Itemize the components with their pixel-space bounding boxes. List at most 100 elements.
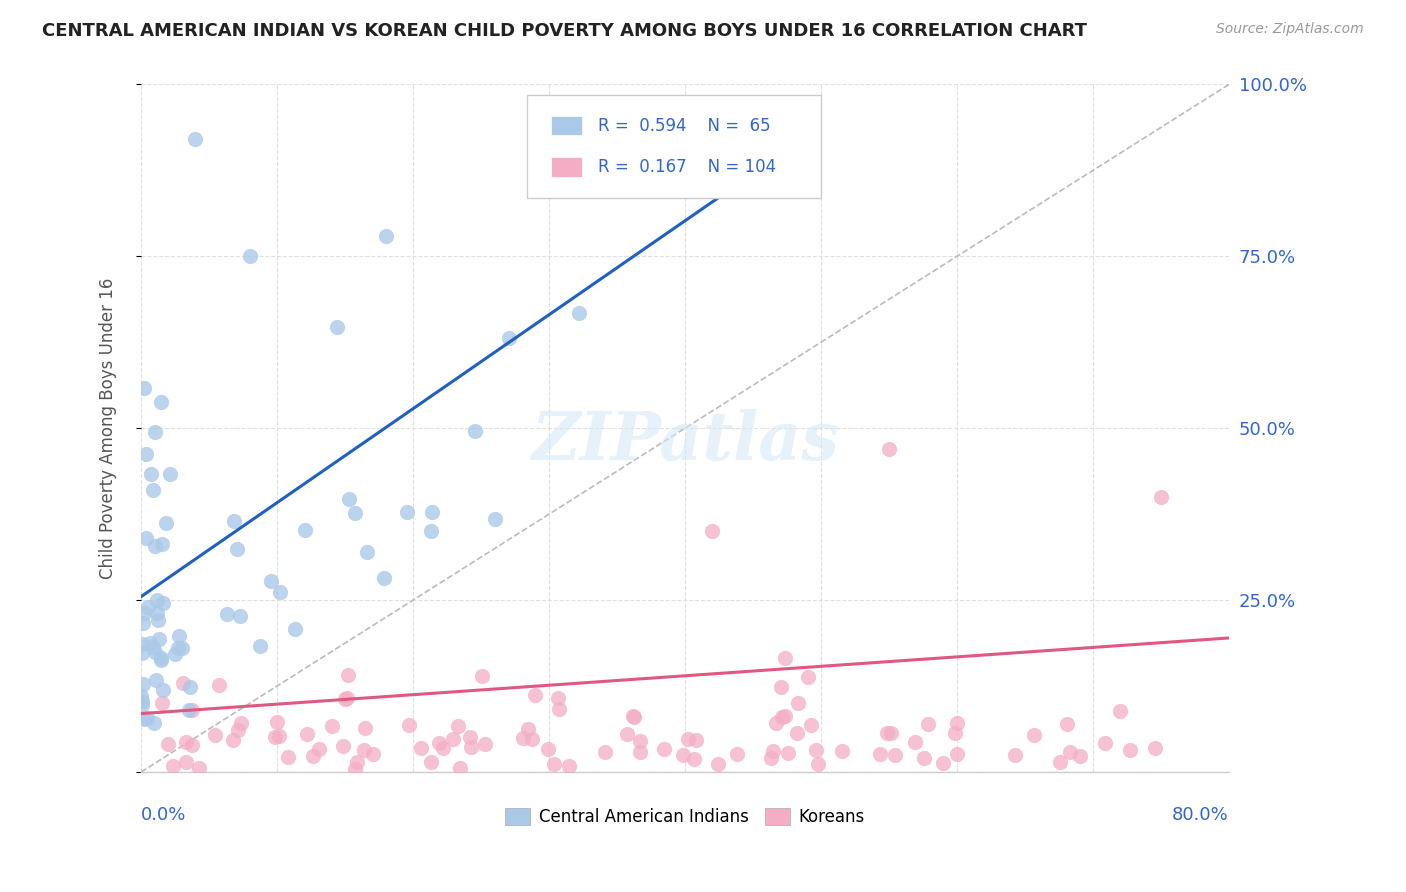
Point — [773, 651, 796, 665]
Point — [356, 545, 378, 559]
Point — [537, 742, 560, 756]
Point — [134, 381, 156, 395]
Point — [623, 710, 645, 724]
Point — [136, 710, 159, 724]
Point — [1059, 745, 1081, 759]
Point — [149, 653, 172, 667]
FancyBboxPatch shape — [551, 116, 582, 136]
Point — [142, 640, 165, 654]
Point — [150, 537, 173, 551]
Point — [361, 747, 384, 762]
Point — [129, 689, 152, 703]
Point — [770, 709, 793, 723]
Point — [593, 745, 616, 759]
Point — [869, 747, 891, 762]
Point — [520, 732, 543, 747]
Point — [165, 647, 187, 661]
Point — [136, 600, 159, 615]
Point — [725, 747, 748, 761]
Point — [143, 539, 166, 553]
Point — [548, 702, 571, 716]
Point — [239, 249, 262, 263]
Point — [150, 696, 173, 710]
Point — [297, 726, 319, 740]
Point — [776, 747, 799, 761]
Point — [800, 718, 823, 732]
Text: CENTRAL AMERICAN INDIAN VS KOREAN CHILD POVERTY AMONG BOYS UNDER 16 CORRELATION : CENTRAL AMERICAN INDIAN VS KOREAN CHILD … — [42, 22, 1087, 40]
Point — [707, 756, 730, 771]
Point — [150, 651, 173, 665]
Text: ZIPatlas: ZIPatlas — [531, 409, 839, 475]
Point — [249, 639, 271, 653]
Text: R =  0.167    N = 104: R = 0.167 N = 104 — [598, 158, 776, 176]
Point — [374, 228, 396, 243]
Point — [326, 320, 349, 334]
Point — [284, 622, 307, 636]
Point — [346, 755, 368, 769]
Point — [131, 694, 153, 708]
Point — [188, 761, 211, 775]
Point — [432, 741, 454, 756]
Point — [134, 712, 156, 726]
Point — [1109, 704, 1132, 718]
Text: 80.0%: 80.0% — [1173, 806, 1229, 824]
Point — [786, 726, 808, 740]
Point — [260, 574, 283, 589]
Point — [229, 715, 252, 730]
Text: Source: ZipAtlas.com: Source: ZipAtlas.com — [1216, 22, 1364, 37]
Point — [630, 734, 652, 748]
Point — [1056, 716, 1078, 731]
Point — [484, 512, 506, 526]
Point — [337, 492, 360, 507]
Point — [1118, 743, 1140, 757]
Point — [162, 759, 184, 773]
Point — [395, 505, 418, 519]
Point — [682, 751, 704, 765]
Point — [558, 759, 581, 773]
Point — [308, 742, 330, 756]
Point — [131, 637, 153, 651]
Point — [523, 688, 546, 702]
Point — [471, 669, 494, 683]
Point — [1004, 747, 1026, 762]
Point — [344, 762, 367, 776]
Point — [831, 744, 853, 758]
Point — [946, 747, 969, 761]
Point — [150, 395, 173, 409]
Point — [419, 524, 441, 539]
Point — [464, 424, 486, 438]
Point — [917, 717, 939, 731]
Point — [353, 743, 375, 757]
Point — [543, 757, 565, 772]
Point — [267, 730, 290, 744]
Point — [142, 483, 165, 497]
Point — [420, 505, 443, 519]
Point — [498, 331, 520, 345]
Point — [294, 523, 316, 537]
Point — [427, 736, 450, 750]
Point — [176, 735, 198, 749]
Point — [222, 733, 245, 747]
Point — [804, 743, 827, 757]
Point — [131, 698, 153, 713]
Point — [148, 632, 170, 647]
Point — [449, 762, 471, 776]
Point — [398, 717, 420, 731]
Point — [180, 739, 202, 753]
Point — [176, 755, 198, 769]
Point — [1024, 728, 1046, 742]
Point — [184, 132, 207, 146]
Point — [336, 691, 359, 706]
Point — [335, 691, 357, 706]
Point — [702, 524, 724, 539]
Point — [373, 571, 395, 585]
Point — [141, 467, 163, 482]
Point — [177, 703, 200, 717]
Point — [762, 744, 785, 758]
Legend: Central American Indians, Koreans: Central American Indians, Koreans — [499, 801, 872, 832]
Point — [460, 730, 482, 744]
Point — [146, 613, 169, 627]
Point — [131, 616, 153, 631]
Point — [145, 673, 167, 687]
Point — [155, 516, 177, 531]
